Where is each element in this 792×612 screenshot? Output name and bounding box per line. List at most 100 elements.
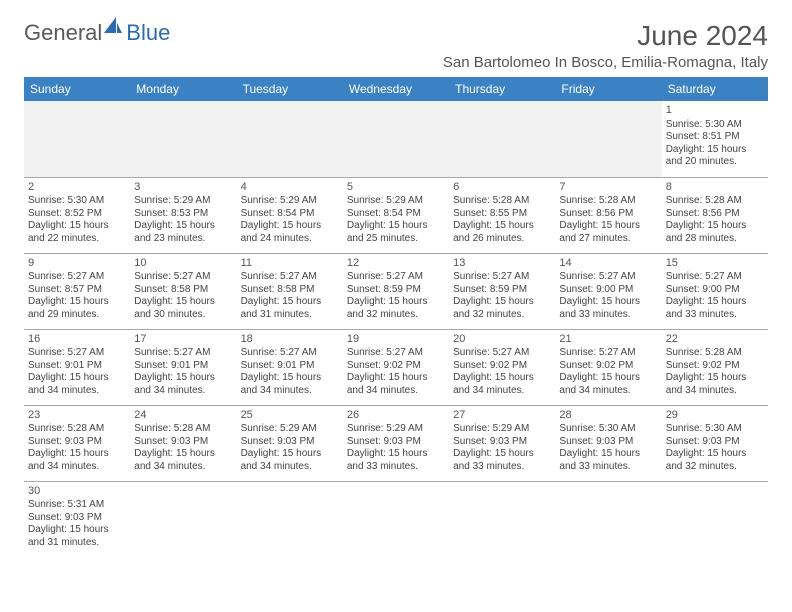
- day-number: 12: [347, 257, 445, 271]
- day-sunrise: Sunrise: 5:29 AM: [347, 195, 445, 208]
- day-cell: 6Sunrise: 5:28 AMSunset: 8:55 PMDaylight…: [449, 177, 555, 253]
- day-sunset: Sunset: 9:02 PM: [559, 360, 657, 373]
- day-sunrise: Sunrise: 5:27 AM: [241, 347, 339, 360]
- day-d2: and 34 minutes.: [666, 385, 764, 398]
- day-sunset: Sunset: 9:00 PM: [666, 284, 764, 297]
- day-number: 1: [666, 104, 764, 118]
- day-sunset: Sunset: 9:01 PM: [28, 360, 126, 373]
- day-cell: 28Sunrise: 5:30 AMSunset: 9:03 PMDayligh…: [555, 405, 661, 481]
- day-sunset: Sunset: 8:59 PM: [453, 284, 551, 297]
- day-sunset: Sunset: 8:51 PM: [666, 131, 764, 144]
- day-sunrise: Sunrise: 5:28 AM: [134, 423, 232, 436]
- day-d1: Daylight: 15 hours: [453, 372, 551, 385]
- empty-cell: [662, 481, 768, 557]
- day-d1: Daylight: 15 hours: [347, 448, 445, 461]
- day-number: 14: [559, 257, 657, 271]
- day-number: 30: [28, 485, 126, 499]
- day-cell: 4Sunrise: 5:29 AMSunset: 8:54 PMDaylight…: [237, 177, 343, 253]
- day-d2: and 33 minutes.: [559, 309, 657, 322]
- day-d2: and 34 minutes.: [134, 461, 232, 474]
- day-sunrise: Sunrise: 5:27 AM: [453, 347, 551, 360]
- day-number: 13: [453, 257, 551, 271]
- day-sunset: Sunset: 8:56 PM: [559, 208, 657, 221]
- day-d1: Daylight: 15 hours: [28, 448, 126, 461]
- day-number: 22: [666, 333, 764, 347]
- day-number: 16: [28, 333, 126, 347]
- day-sunrise: Sunrise: 5:27 AM: [666, 271, 764, 284]
- day-cell: 19Sunrise: 5:27 AMSunset: 9:02 PMDayligh…: [343, 329, 449, 405]
- calendar-table: Sunday Monday Tuesday Wednesday Thursday…: [24, 77, 768, 557]
- day-number: 9: [28, 257, 126, 271]
- day-number: 8: [666, 181, 764, 195]
- day-d2: and 33 minutes.: [347, 461, 445, 474]
- week-row: 30Sunrise: 5:31 AMSunset: 9:03 PMDayligh…: [24, 481, 768, 557]
- day-header-row: Sunday Monday Tuesday Wednesday Thursday…: [24, 77, 768, 101]
- day-d1: Daylight: 15 hours: [666, 372, 764, 385]
- empty-cell: [449, 481, 555, 557]
- day-d2: and 34 minutes.: [241, 385, 339, 398]
- day-header-sat: Saturday: [662, 77, 768, 101]
- day-sunrise: Sunrise: 5:29 AM: [241, 423, 339, 436]
- day-sunset: Sunset: 9:02 PM: [347, 360, 445, 373]
- day-d1: Daylight: 15 hours: [28, 524, 126, 537]
- day-sunset: Sunset: 9:03 PM: [453, 436, 551, 449]
- day-sunset: Sunset: 9:03 PM: [666, 436, 764, 449]
- day-number: 26: [347, 409, 445, 423]
- day-d1: Daylight: 15 hours: [134, 220, 232, 233]
- day-cell: 3Sunrise: 5:29 AMSunset: 8:53 PMDaylight…: [130, 177, 236, 253]
- day-d2: and 33 minutes.: [666, 309, 764, 322]
- day-sunset: Sunset: 9:01 PM: [134, 360, 232, 373]
- day-sunrise: Sunrise: 5:27 AM: [134, 271, 232, 284]
- day-sunset: Sunset: 9:03 PM: [134, 436, 232, 449]
- week-row: 1Sunrise: 5:30 AMSunset: 8:51 PMDaylight…: [24, 101, 768, 177]
- day-sunset: Sunset: 9:03 PM: [559, 436, 657, 449]
- location: San Bartolomeo In Bosco, Emilia-Romagna,…: [443, 54, 768, 71]
- day-number: 5: [347, 181, 445, 195]
- day-cell: 27Sunrise: 5:29 AMSunset: 9:03 PMDayligh…: [449, 405, 555, 481]
- day-number: 27: [453, 409, 551, 423]
- logo-sail-icon: [102, 15, 124, 40]
- day-header-wed: Wednesday: [343, 77, 449, 101]
- day-sunrise: Sunrise: 5:28 AM: [453, 195, 551, 208]
- day-cell: 23Sunrise: 5:28 AMSunset: 9:03 PMDayligh…: [24, 405, 130, 481]
- day-d1: Daylight: 15 hours: [28, 296, 126, 309]
- day-sunset: Sunset: 9:03 PM: [28, 512, 126, 525]
- day-number: 10: [134, 257, 232, 271]
- day-d1: Daylight: 15 hours: [241, 372, 339, 385]
- week-row: 23Sunrise: 5:28 AMSunset: 9:03 PMDayligh…: [24, 405, 768, 481]
- day-d2: and 22 minutes.: [28, 233, 126, 246]
- logo: General Blue: [24, 20, 170, 46]
- day-sunset: Sunset: 8:57 PM: [28, 284, 126, 297]
- empty-cell: [555, 101, 661, 177]
- day-cell: 24Sunrise: 5:28 AMSunset: 9:03 PMDayligh…: [130, 405, 236, 481]
- day-sunrise: Sunrise: 5:27 AM: [453, 271, 551, 284]
- day-number: 2: [28, 181, 126, 195]
- day-d2: and 32 minutes.: [666, 461, 764, 474]
- day-d1: Daylight: 15 hours: [666, 448, 764, 461]
- day-d2: and 34 minutes.: [559, 385, 657, 398]
- day-d2: and 34 minutes.: [453, 385, 551, 398]
- day-sunrise: Sunrise: 5:29 AM: [347, 423, 445, 436]
- day-number: 29: [666, 409, 764, 423]
- day-cell: 20Sunrise: 5:27 AMSunset: 9:02 PMDayligh…: [449, 329, 555, 405]
- day-d2: and 33 minutes.: [559, 461, 657, 474]
- empty-cell: [130, 481, 236, 557]
- day-header-mon: Monday: [130, 77, 236, 101]
- day-d2: and 23 minutes.: [134, 233, 232, 246]
- day-d2: and 31 minutes.: [241, 309, 339, 322]
- day-d1: Daylight: 15 hours: [453, 448, 551, 461]
- day-cell: 8Sunrise: 5:28 AMSunset: 8:56 PMDaylight…: [662, 177, 768, 253]
- day-d1: Daylight: 15 hours: [347, 220, 445, 233]
- day-d2: and 33 minutes.: [453, 461, 551, 474]
- day-number: 3: [134, 181, 232, 195]
- empty-cell: [24, 101, 130, 177]
- day-d2: and 34 minutes.: [28, 461, 126, 474]
- empty-cell: [237, 481, 343, 557]
- day-d1: Daylight: 15 hours: [347, 296, 445, 309]
- day-cell: 1Sunrise: 5:30 AMSunset: 8:51 PMDaylight…: [662, 101, 768, 177]
- day-cell: 9Sunrise: 5:27 AMSunset: 8:57 PMDaylight…: [24, 253, 130, 329]
- day-sunrise: Sunrise: 5:30 AM: [559, 423, 657, 436]
- day-d1: Daylight: 15 hours: [559, 448, 657, 461]
- empty-cell: [555, 481, 661, 557]
- day-cell: 14Sunrise: 5:27 AMSunset: 9:00 PMDayligh…: [555, 253, 661, 329]
